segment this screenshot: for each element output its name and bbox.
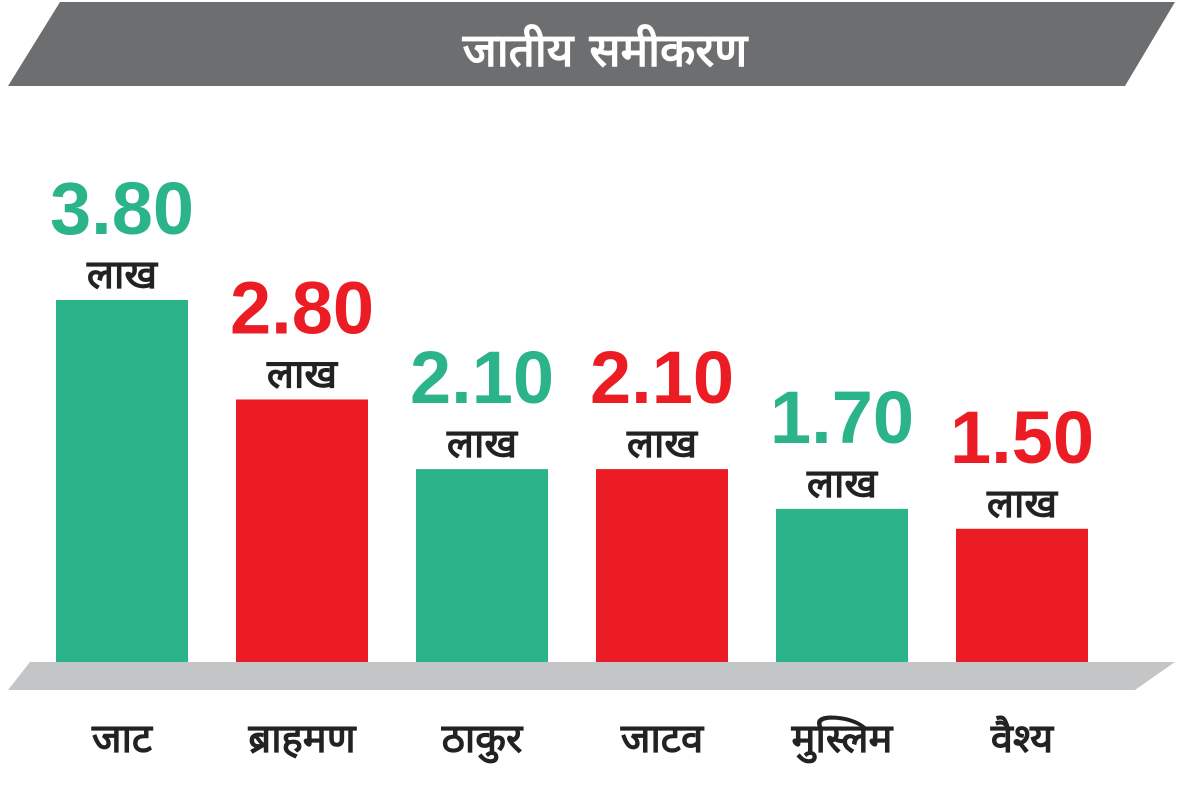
bar-6 [956, 528, 1088, 678]
unit-label: लाख [86, 252, 158, 298]
unit-label: लाख [626, 421, 698, 467]
unit-label: लाख [806, 461, 878, 507]
bar-5 [776, 508, 908, 678]
category-label: जाटव [620, 716, 705, 762]
bar-4 [596, 469, 728, 678]
unit-label: लाख [446, 421, 518, 467]
value-label: 2.10 [590, 336, 734, 419]
category-label: ब्राहमण [247, 716, 357, 762]
bar-3 [416, 469, 548, 678]
value-label: 3.80 [50, 167, 194, 250]
category-label: जाट [91, 716, 154, 762]
bars-group [56, 300, 1088, 678]
bar-1 [56, 300, 188, 678]
unit-label: लाख [986, 481, 1058, 527]
value-label: 1.70 [770, 376, 914, 459]
base-platform [8, 662, 1175, 690]
category-label: ठाकुर [441, 716, 524, 764]
title-banner [8, 2, 1175, 86]
unit-label: लाख [266, 351, 338, 397]
value-label: 1.50 [950, 396, 1094, 479]
bar-2 [236, 399, 368, 678]
value-label: 2.10 [410, 336, 554, 419]
chart-title: जातीय समीकरण [462, 23, 750, 77]
labels-group: लाख3.80जाटलाख2.80ब्राहमणलाख2.10ठाकुरलाख2… [50, 167, 1094, 764]
value-label: 2.80 [230, 266, 374, 349]
category-label: वैश्य [990, 715, 1055, 762]
category-label: मुस्लिम [791, 715, 895, 764]
